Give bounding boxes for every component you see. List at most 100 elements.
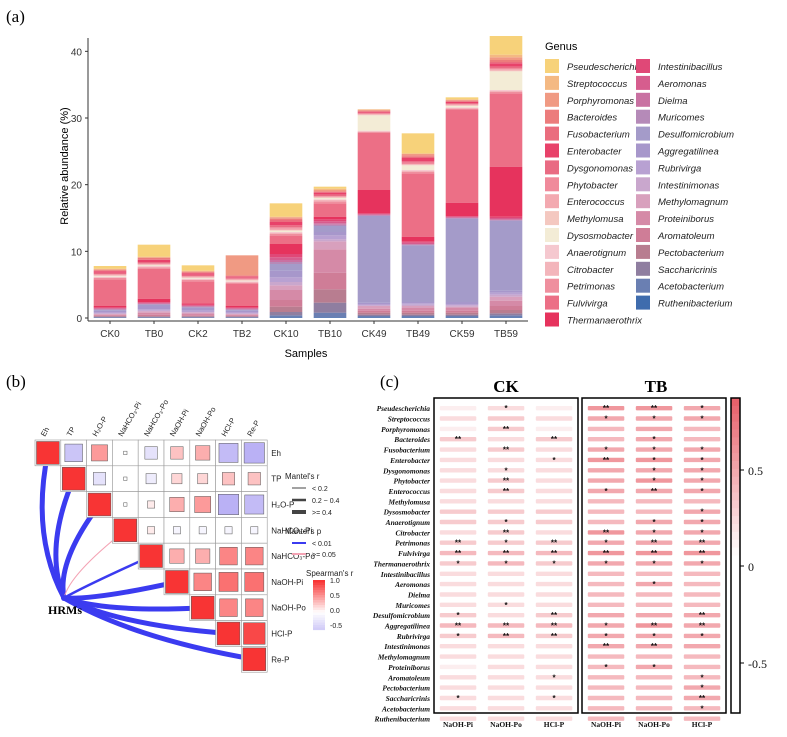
significance-mark: ** — [651, 549, 658, 558]
significance-mark: ** — [699, 549, 706, 558]
colorbar-step — [731, 571, 740, 580]
heatmap-cell — [635, 654, 673, 659]
legend-label: Pectobacterium — [658, 248, 724, 259]
heatmap-cell — [587, 406, 625, 411]
spearman-square — [244, 572, 265, 592]
significance-mark: ** — [699, 622, 706, 631]
bar-segment — [489, 90, 523, 92]
bar-segment — [269, 220, 303, 222]
significance-mark: * — [504, 601, 508, 610]
row-label: Desulfomicrobium — [372, 611, 430, 620]
colorbar-step — [731, 445, 740, 454]
significance-mark: ** — [651, 642, 658, 651]
heatmap-cell — [587, 550, 625, 556]
bar-segment — [181, 272, 215, 274]
bar-segment — [357, 302, 391, 304]
significance-mark: * — [700, 559, 704, 568]
legend-swatch — [545, 312, 559, 327]
mantel-p-label: >= 0.05 — [312, 552, 336, 559]
legend-label: Fusobacterium — [567, 130, 630, 141]
heatmap-cell — [587, 561, 625, 566]
bar-segment — [137, 312, 171, 315]
heatmap-cell — [439, 633, 477, 639]
bar-segment — [401, 245, 435, 302]
bar-segment — [93, 269, 127, 270]
bar-segment — [357, 115, 391, 131]
colorbar-step — [731, 524, 740, 533]
significance-mark: ** — [551, 539, 558, 548]
spearman-square — [224, 526, 233, 535]
significance-mark: * — [700, 487, 704, 496]
significance-mark: * — [604, 415, 608, 424]
mantel-r-label: < 0.2 — [312, 486, 328, 493]
bar-segment — [445, 304, 479, 306]
spearman-square — [64, 443, 83, 462]
significance-mark: ** — [551, 632, 558, 641]
spearman-gradient-step — [313, 597, 325, 601]
heatmap-cell — [535, 540, 573, 545]
heatmap-cell — [635, 499, 673, 504]
significance-mark: ** — [651, 622, 658, 631]
heatmap-cell — [439, 468, 477, 473]
bar-segment — [313, 190, 347, 192]
colorbar-step — [731, 650, 740, 659]
bar-segment — [93, 315, 127, 316]
heatmap-cell — [635, 561, 673, 566]
heatmap-cell — [487, 664, 525, 670]
heatmap-cell — [635, 623, 673, 628]
bar-segment — [137, 265, 171, 266]
heatmap-cell — [487, 550, 525, 556]
row-label: Saccharicrinis — [386, 694, 430, 703]
bar-segment — [445, 103, 479, 104]
bar-segment — [269, 236, 303, 244]
bar-segment — [269, 228, 303, 230]
bar-segment — [181, 273, 215, 275]
spearman-square — [218, 494, 239, 515]
heatmap-cell — [587, 602, 625, 607]
bar-segment — [313, 192, 347, 193]
heatmap-cell — [439, 437, 477, 442]
column-label: HCl-P — [544, 720, 565, 729]
legend-label: Aggregatilinea — [657, 147, 719, 158]
row-label: Aeromonas — [394, 580, 430, 589]
significance-mark: * — [652, 528, 656, 537]
heatmap-cell — [683, 447, 721, 452]
bar-segment — [401, 304, 435, 306]
panel-label-b: (b) — [6, 372, 26, 391]
bar-segment — [489, 66, 523, 68]
significance-mark: ** — [503, 549, 510, 558]
bar-segment — [401, 158, 435, 162]
bar-segment — [401, 162, 435, 164]
heatmap-cell — [439, 499, 477, 504]
bar-segment — [489, 63, 523, 67]
heatmap-cell — [439, 519, 477, 525]
bar-segment — [489, 290, 523, 293]
bar-segment — [357, 308, 391, 311]
heatmap-cell — [487, 623, 525, 628]
heatmap-cell — [439, 571, 477, 576]
spearman-square — [218, 443, 239, 463]
bar-segment — [137, 244, 171, 257]
heatmap-cell — [683, 581, 721, 587]
legend-label: Methylomusa — [567, 214, 624, 225]
bar-segment — [181, 306, 215, 308]
bar-segment — [313, 302, 347, 313]
bar-segment — [401, 244, 435, 246]
significance-mark: * — [552, 694, 556, 703]
bar-segment — [137, 314, 171, 316]
bar-segment — [93, 310, 127, 312]
heatmap-cell — [587, 499, 625, 504]
row-label: Dielma — [407, 590, 430, 599]
heatmap-cell — [535, 623, 573, 628]
legend-label: Intestinibacillus — [658, 62, 723, 73]
row-label: NaHCO₃-Pi — [271, 526, 312, 535]
bar-segment — [137, 298, 171, 302]
heatmap-cell — [439, 675, 477, 680]
heatmap-cell — [683, 592, 721, 597]
spearman-gradient-step — [313, 590, 325, 593]
legend-label: Petrimonas — [567, 282, 615, 293]
heatmap-cell — [535, 695, 573, 701]
row-label: Thermanaerothrix — [373, 559, 430, 568]
bar-segment — [313, 197, 347, 198]
x-axis-title: Samples — [285, 348, 328, 360]
